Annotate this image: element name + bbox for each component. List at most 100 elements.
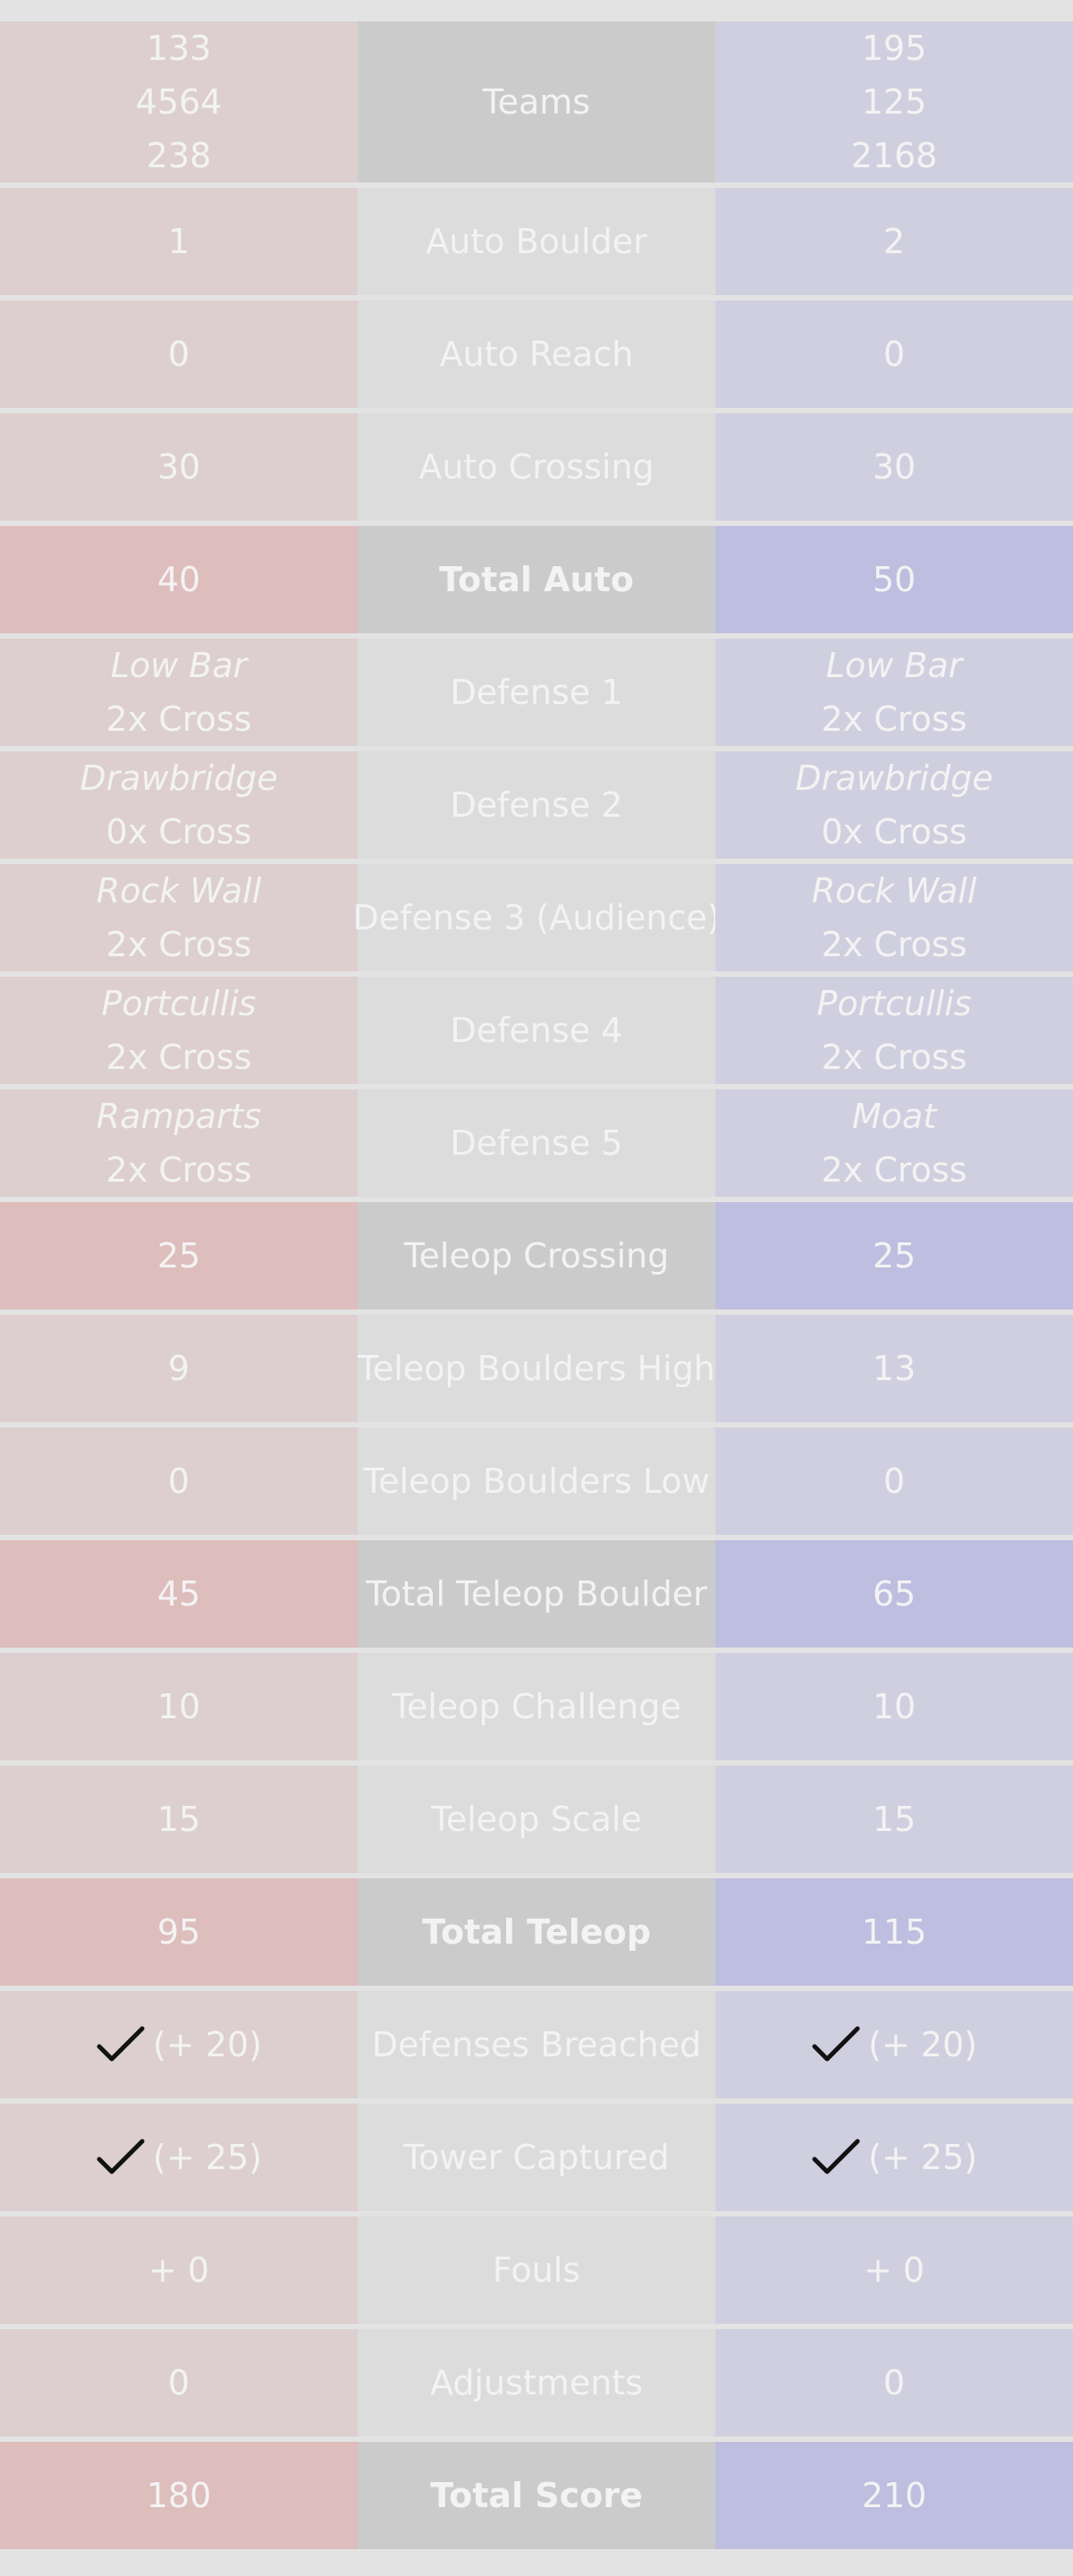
auto-crossing-row: 30 Auto Crossing 30: [0, 413, 1073, 521]
red-defense-4-count: 2x Cross: [106, 1038, 252, 1077]
red-teams-cell: 133 4564 238: [0, 21, 358, 182]
red-auto-boulder-value: 1: [0, 188, 358, 295]
teams-row: 133 4564 238 Teams 195 125 2168: [0, 21, 1073, 182]
teleop-boulders-high-row: 9 Teleop Boulders High 13: [0, 1315, 1073, 1422]
blue-auto-boulder-value: 2: [715, 188, 1073, 295]
blue-auto-reach-value: 0: [715, 301, 1073, 408]
blue-defense-5-count: 2x Cross: [821, 1150, 967, 1190]
blue-defense-3-count: 2x Cross: [821, 925, 967, 964]
blue-teleop-crossing-value: 25: [715, 1202, 1073, 1309]
defenses-breached-label: Defenses Breached: [358, 1991, 715, 2098]
blue-auto-crossing-value: 30: [715, 413, 1073, 521]
teleop-challenge-row: 10 Teleop Challenge 10: [0, 1653, 1073, 1760]
red-tower-captured-bonus: (+ 25): [153, 2138, 262, 2177]
blue-tower-captured-bonus: (+ 25): [868, 2138, 977, 2177]
tower-captured-row: (+ 25) Tower Captured (+ 25): [0, 2104, 1073, 2211]
auto-boulder-row: 1 Auto Boulder 2: [0, 188, 1073, 295]
teleop-crossing-label: Teleop Crossing: [358, 1202, 715, 1309]
red-defense-1-value: Low Bar 2x Cross: [0, 639, 358, 746]
red-team-1: 133: [146, 29, 212, 68]
blue-total-score-value: 210: [715, 2442, 1073, 2549]
blue-teleop-scale-value: 15: [715, 1766, 1073, 1873]
teleop-scale-label: Teleop Scale: [358, 1766, 715, 1873]
red-teleop-boulders-low-value: 0: [0, 1428, 358, 1535]
total-teleop-boulder-label: Total Teleop Boulder: [358, 1540, 715, 1648]
defense-4-row: Portcullis 2x Cross Defense 4 Portcullis 2x …: [0, 977, 1073, 1084]
red-defense-1-count: 2x Cross: [106, 699, 252, 739]
total-teleop-label: Total Teleop: [358, 1878, 715, 1986]
blue-total-auto-value: 50: [715, 526, 1073, 633]
defense-5-row: Ramparts 2x Cross Defense 5 Moat 2x Cross: [0, 1089, 1073, 1197]
blue-defenses-breached-value: (+ 20): [715, 1991, 1073, 2098]
blue-defense-3-name: Rock Wall: [811, 871, 977, 911]
red-teleop-challenge-value: 10: [0, 1653, 358, 1760]
defense-3-label: Defense 3 (Audience): [352, 864, 721, 971]
blue-teleop-boulders-high-value: 13: [715, 1315, 1073, 1422]
blue-defenses-breached-bonus: (+ 20): [868, 2025, 977, 2064]
red-teleop-crossing-value: 25: [0, 1202, 358, 1309]
adjustments-row: 0 Adjustments 0: [0, 2329, 1073, 2436]
blue-fouls-value: + 0: [715, 2216, 1073, 2324]
blue-defense-1-name: Low Bar: [825, 646, 963, 685]
auto-boulder-label: Auto Boulder: [358, 188, 715, 295]
red-teleop-scale-value: 15: [0, 1766, 358, 1873]
red-defense-2-name: Drawbridge: [80, 758, 278, 798]
blue-defense-2-count: 0x Cross: [821, 812, 967, 852]
red-auto-reach-value: 0: [0, 301, 358, 408]
red-adjustments-value: 0: [0, 2329, 358, 2436]
red-defense-3-count: 2x Cross: [106, 925, 252, 964]
blue-team-1: 195: [861, 29, 927, 68]
total-score-row: 180 Total Score 210: [0, 2442, 1073, 2549]
check-icon: [96, 2025, 146, 2064]
red-defense-5-value: Ramparts 2x Cross: [0, 1089, 358, 1197]
red-defense-3-value: Rock Wall 2x Cross: [0, 864, 358, 971]
defense-3-row: Rock Wall 2x Cross Defense 3 (Audience) Roc…: [0, 864, 1073, 971]
defense-1-label: Defense 1: [358, 639, 715, 746]
teleop-boulders-low-label: Teleop Boulders Low: [358, 1428, 715, 1535]
blue-total-teleop-boulder-value: 65: [715, 1540, 1073, 1648]
red-total-teleop-value: 95: [0, 1878, 358, 1986]
match-breakdown-table: 133 4564 238 Teams 195 125 2168 1 Auto Bo…: [0, 21, 1073, 2555]
blue-teams-cell: 195 125 2168: [715, 21, 1073, 182]
red-defense-3-name: Rock Wall: [96, 871, 262, 911]
red-tower-captured-value: (+ 25): [0, 2104, 358, 2211]
blue-team-2: 125: [861, 82, 927, 122]
adjustments-label: Adjustments: [358, 2329, 715, 2436]
total-auto-label: Total Auto: [358, 526, 715, 633]
red-team-3: 238: [146, 136, 212, 175]
red-defense-2-value: Drawbridge 0x Cross: [0, 751, 358, 859]
blue-defense-5-value: Moat 2x Cross: [715, 1089, 1073, 1197]
red-total-teleop-boulder-value: 45: [0, 1540, 358, 1648]
check-icon: [96, 2138, 146, 2177]
red-total-score-value: 180: [0, 2442, 358, 2549]
teleop-crossing-row: 25 Teleop Crossing 25: [0, 1202, 1073, 1309]
total-teleop-boulder-row: 45 Total Teleop Boulder 65: [0, 1540, 1073, 1648]
total-score-label: Total Score: [358, 2442, 715, 2549]
check-icon: [811, 2025, 861, 2064]
red-auto-crossing-value: 30: [0, 413, 358, 521]
auto-crossing-label: Auto Crossing: [358, 413, 715, 521]
blue-defense-5-name: Moat: [851, 1097, 937, 1136]
red-defense-1-name: Low Bar: [110, 646, 248, 685]
fouls-label: Fouls: [358, 2216, 715, 2324]
defense-1-row: Low Bar 2x Cross Defense 1 Low Bar 2x Cross: [0, 639, 1073, 746]
defense-2-row: Drawbridge 0x Cross Defense 2 Drawbridge 0x …: [0, 751, 1073, 859]
teams-label: Teams: [358, 21, 715, 182]
red-team-2: 4564: [135, 82, 223, 122]
blue-adjustments-value: 0: [715, 2329, 1073, 2436]
red-defense-5-count: 2x Cross: [106, 1150, 252, 1190]
defense-4-label: Defense 4: [358, 977, 715, 1084]
blue-defense-2-value: Drawbridge 0x Cross: [715, 751, 1073, 859]
auto-reach-label: Auto Reach: [358, 301, 715, 408]
fouls-row: + 0 Fouls + 0: [0, 2216, 1073, 2324]
blue-teleop-boulders-low-value: 0: [715, 1428, 1073, 1535]
auto-reach-row: 0 Auto Reach 0: [0, 301, 1073, 408]
blue-teleop-challenge-value: 10: [715, 1653, 1073, 1760]
blue-defense-2-name: Drawbridge: [795, 758, 993, 798]
red-defenses-breached-bonus: (+ 20): [153, 2025, 262, 2064]
defense-5-label: Defense 5: [358, 1089, 715, 1197]
blue-team-3: 2168: [850, 136, 938, 175]
blue-defense-1-value: Low Bar 2x Cross: [715, 639, 1073, 746]
blue-tower-captured-value: (+ 25): [715, 2104, 1073, 2211]
blue-defense-4-value: Portcullis 2x Cross: [715, 977, 1073, 1084]
